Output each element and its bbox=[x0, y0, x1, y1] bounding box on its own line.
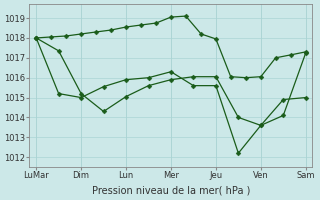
X-axis label: Pression niveau de la mer( hPa ): Pression niveau de la mer( hPa ) bbox=[92, 186, 250, 196]
